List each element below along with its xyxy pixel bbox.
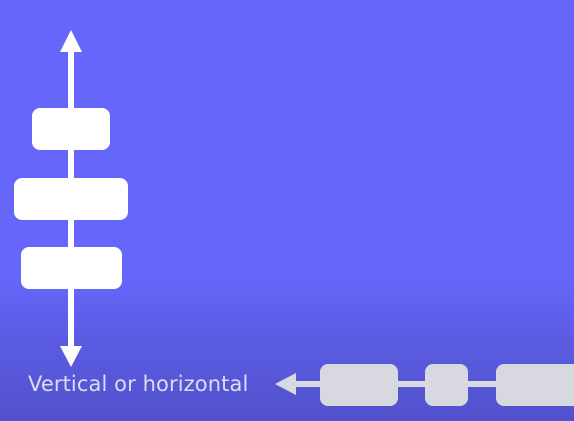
horizontal-box-1 [320,364,398,406]
horizontal-box-2 [425,364,468,406]
horizontal-stack [275,364,574,406]
vertical-arrow-bottom-head [60,346,82,367]
vertical-arrow-icon [60,30,82,52]
vertical-stack [14,30,128,367]
vertical-box-2 [14,178,128,220]
vertical-box-3 [21,247,122,289]
horizontal-box-3 [496,364,574,406]
vertical-box-1 [32,108,110,150]
horizontal-arrow-icon [275,373,296,395]
caption-text: Vertical or horizontal [28,372,249,396]
